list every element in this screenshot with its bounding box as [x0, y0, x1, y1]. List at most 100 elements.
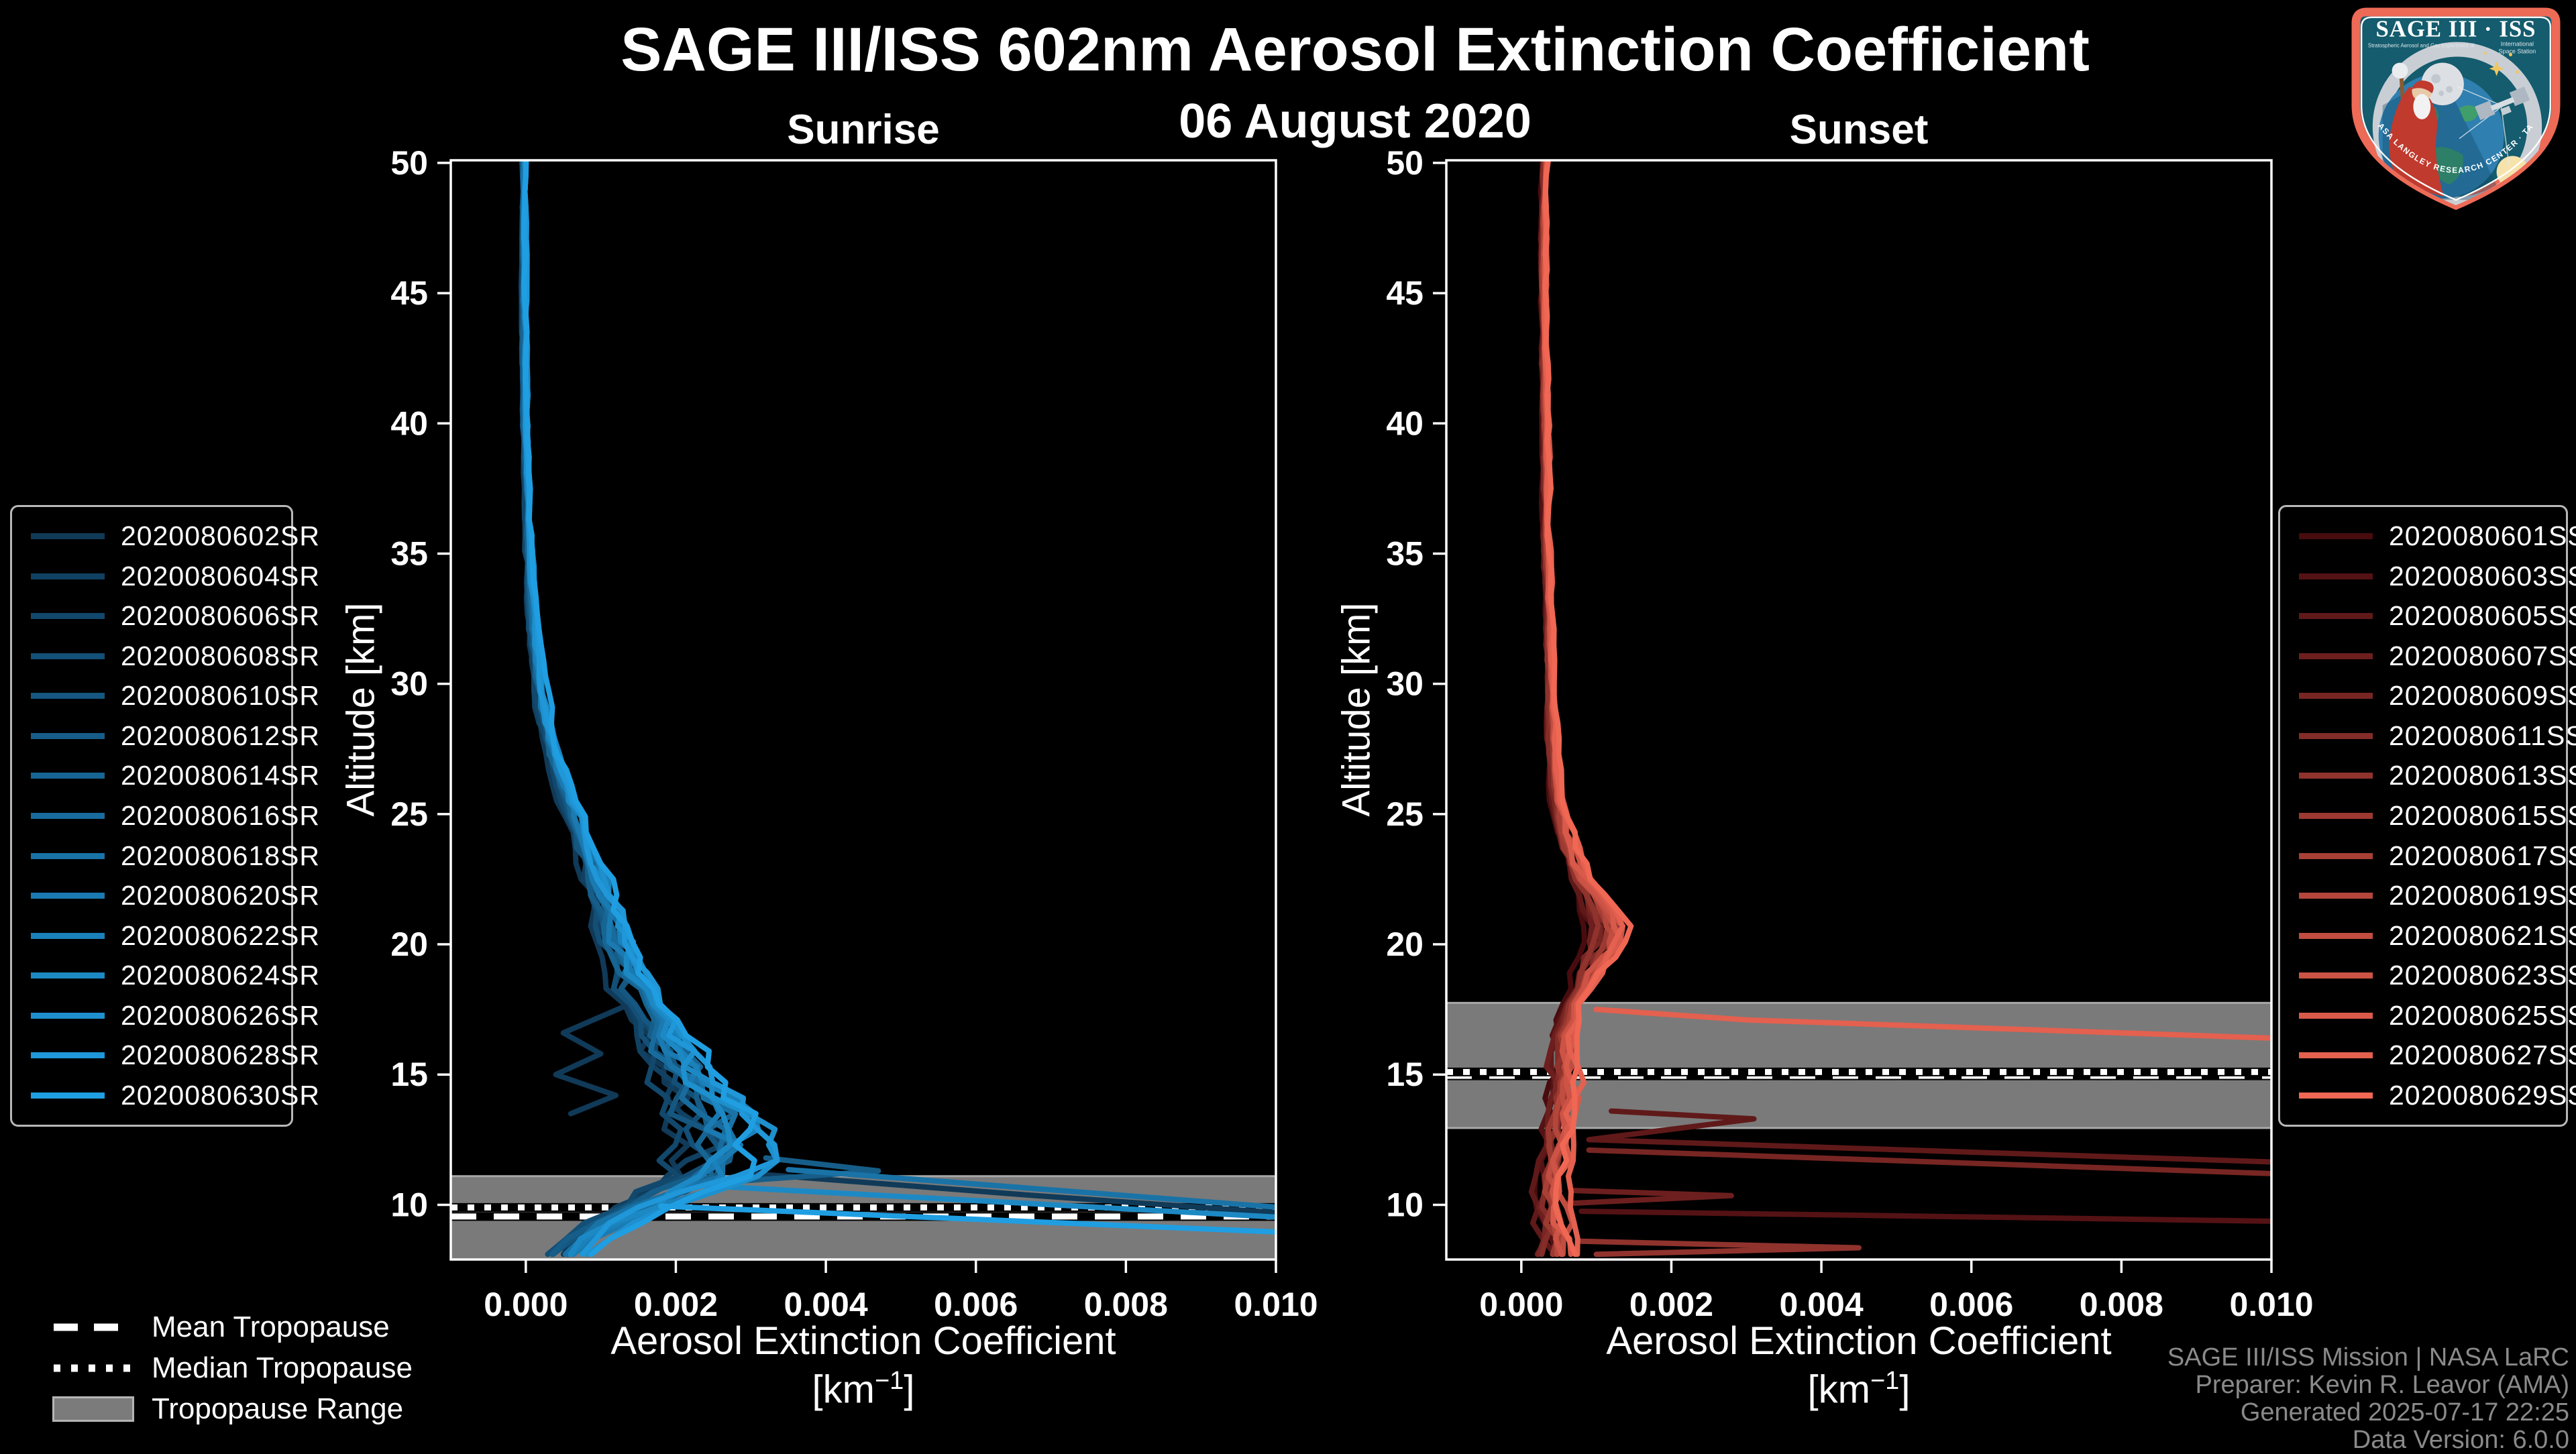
legend-event-label: 2020080611SS: [2389, 720, 2576, 751]
mean-tropopause-dash-icon: [52, 1323, 134, 1332]
legend-event-label: 2020080615SS: [2389, 799, 2576, 831]
sunset-panel-title: Sunset: [1789, 107, 1929, 153]
legend-item: 2020080602SR: [12, 520, 319, 552]
patch-subtitle-left: Stratospheric Aerosol and Gas Experiment…: [2368, 43, 2475, 49]
sunset-x-axis-label: Aerosol Extinction Coefficient: [1606, 1319, 2112, 1363]
iss-icon: [2475, 87, 2530, 121]
legend-item: 2020080620SR: [12, 880, 319, 911]
median-tropopause-legend-item: Median Tropopause: [52, 1347, 413, 1388]
legend-color-swatch-icon: [31, 932, 105, 939]
profile-curve-excursion: [1586, 1108, 2271, 1165]
y-tick-label: 45: [390, 274, 428, 312]
legend-item: 2020080619SS: [2280, 880, 2576, 911]
y-tick-label: 30: [1386, 665, 1424, 703]
median-tropopause-label: Median Tropopause: [152, 1351, 413, 1384]
legend-event-label: 2020080602SR: [121, 520, 320, 552]
profile-curve: [521, 160, 743, 1257]
legend-item: 2020080624SR: [12, 960, 319, 991]
sunset-y-axis-label: Altitude [km]: [1334, 602, 1379, 817]
legend-event-label: 2020080623SS: [2389, 960, 2576, 991]
legend-color-swatch-icon: [2299, 573, 2373, 579]
legend-event-label: 2020080630SR: [121, 1079, 320, 1111]
y-tick-label: 15: [1386, 1056, 1424, 1093]
legend-event-label: 2020080625SS: [2389, 999, 2576, 1031]
legend-color-swatch-icon: [2299, 693, 2373, 700]
y-tick-label: 15: [390, 1056, 428, 1093]
patch-subtitle-right-2: Space Station: [2499, 48, 2536, 55]
legend-event-label: 2020080621SS: [2389, 919, 2576, 951]
profile-curve-excursion: [1593, 1007, 2271, 1041]
legend-color-swatch-icon: [2299, 1052, 2373, 1059]
legend-color-swatch-icon: [2299, 1012, 2373, 1019]
mean-tropopause-legend-item: Mean Tropopause: [52, 1306, 413, 1347]
legend-color-swatch-icon: [2299, 932, 2373, 939]
y-tick-label: 30: [390, 665, 428, 703]
legend-color-swatch-icon: [31, 893, 105, 899]
axes-frame: [449, 159, 1277, 1261]
y-tick-label: 35: [390, 535, 428, 572]
tropopause-range-legend-item: Tropopause Range: [52, 1388, 413, 1429]
sunset-legend: 2020080601SS 2020080603SS 2020080605SS 2020…: [2278, 505, 2576, 1127]
legend-event-label: 2020080617SS: [2389, 840, 2576, 871]
legend-item: 2020080629SS: [2280, 1080, 2576, 1111]
median-tropopause-dot-icon: [52, 1363, 134, 1373]
y-tick-label: 45: [1386, 274, 1424, 312]
credits-preparer: Preparer: Kevin R. Leavor (AMA): [2195, 1371, 2569, 1399]
sunrise-x-axis-unit: [km−1]: [812, 1367, 915, 1412]
legend-color-swatch-icon: [2299, 613, 2373, 620]
legend-item: 2020080613SS: [2280, 760, 2576, 791]
x-tick-label: 0.006: [1929, 1286, 2013, 1323]
credits-version: Data Version: 6.0.0: [2352, 1426, 2569, 1454]
x-tick-label: 0.008: [1084, 1286, 1168, 1323]
legend-item: 2020080626SR: [12, 1000, 319, 1031]
legend-item: 2020080606SR: [12, 600, 319, 632]
axes-frame: [1445, 159, 2273, 1261]
legend-item: 2020080604SR: [12, 561, 319, 592]
legend-color-swatch-icon: [2299, 852, 2373, 859]
legend-event-label: 2020080626SR: [121, 999, 320, 1031]
legend-color-swatch-icon: [2299, 732, 2373, 739]
legend-event-label: 2020080612SR: [121, 720, 320, 751]
legend-event-label: 2020080628SR: [121, 1040, 320, 1071]
y-tick-label: 10: [1386, 1186, 1424, 1223]
legend-color-swatch-icon: [2299, 893, 2373, 899]
legend-item: 2020080628SR: [12, 1040, 319, 1071]
tropopause-range-swatch-icon: [52, 1396, 134, 1422]
credits-generated: Generated 2025-07-17 22:25: [2240, 1398, 2569, 1427]
sage-figure-icon: [2389, 62, 2445, 197]
date-subtitle: 06 August 2020: [1179, 95, 1532, 148]
x-tick-label: 0.000: [1479, 1286, 1563, 1323]
legend-item: 2020080621SS: [2280, 920, 2576, 952]
profile-curve-excursion: [718, 1184, 1276, 1220]
legend-event-label: 2020080605SS: [2389, 600, 2576, 632]
legend-item: 2020080609SS: [2280, 680, 2576, 712]
mission-patch-logo: SAGE III · ISS Stratospheric Aerosol and…: [2343, 5, 2561, 211]
legend-event-label: 2020080624SR: [121, 960, 320, 991]
legend-event-label: 2020080609SS: [2389, 680, 2576, 712]
legend-color-swatch-icon: [2299, 812, 2373, 819]
legend-color-swatch-icon: [2299, 533, 2373, 540]
legend-event-label: 2020080616SR: [121, 799, 320, 831]
legend-item: 2020080623SS: [2280, 960, 2576, 991]
x-tick-label: 0.010: [1234, 1286, 1318, 1323]
y-tick-label: 20: [390, 926, 428, 963]
legend-item: 2020080618SR: [12, 840, 319, 872]
legend-color-swatch-icon: [31, 693, 105, 700]
y-tick-label: 40: [390, 404, 428, 442]
profile-curve-excursion: [748, 1170, 1276, 1216]
legend-event-label: 2020080604SR: [121, 560, 320, 592]
y-tick-label: 10: [390, 1186, 428, 1223]
legend-color-swatch-icon: [31, 852, 105, 859]
legend-item: 2020080627SS: [2280, 1040, 2576, 1071]
tropopause-range-label: Tropopause Range: [152, 1392, 404, 1425]
profile-curve-excursion: [733, 1155, 881, 1184]
legend-item: 2020080605SS: [2280, 600, 2576, 632]
profile-curve: [521, 160, 780, 1257]
y-tick-label: 25: [390, 795, 428, 833]
credits-mission: SAGE III/ISS Mission | NASA LaRC: [2167, 1343, 2569, 1372]
profile-curve-excursion: [786, 1167, 1276, 1210]
tropopause-legend: Mean Tropopause Median Tropopause Tropop…: [52, 1306, 413, 1429]
legend-item: 2020080625SS: [2280, 1000, 2576, 1031]
legend-color-swatch-icon: [31, 812, 105, 819]
profile-curve-excursion: [1578, 1209, 2271, 1224]
